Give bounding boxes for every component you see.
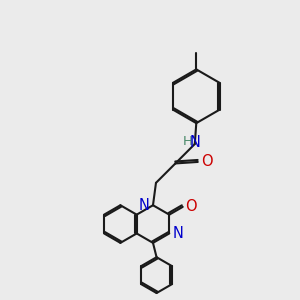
Text: N: N bbox=[139, 198, 150, 213]
Text: O: O bbox=[201, 154, 213, 169]
Text: O: O bbox=[185, 200, 197, 214]
Text: N: N bbox=[190, 135, 201, 150]
Text: H: H bbox=[182, 134, 192, 148]
Text: N: N bbox=[172, 226, 183, 241]
